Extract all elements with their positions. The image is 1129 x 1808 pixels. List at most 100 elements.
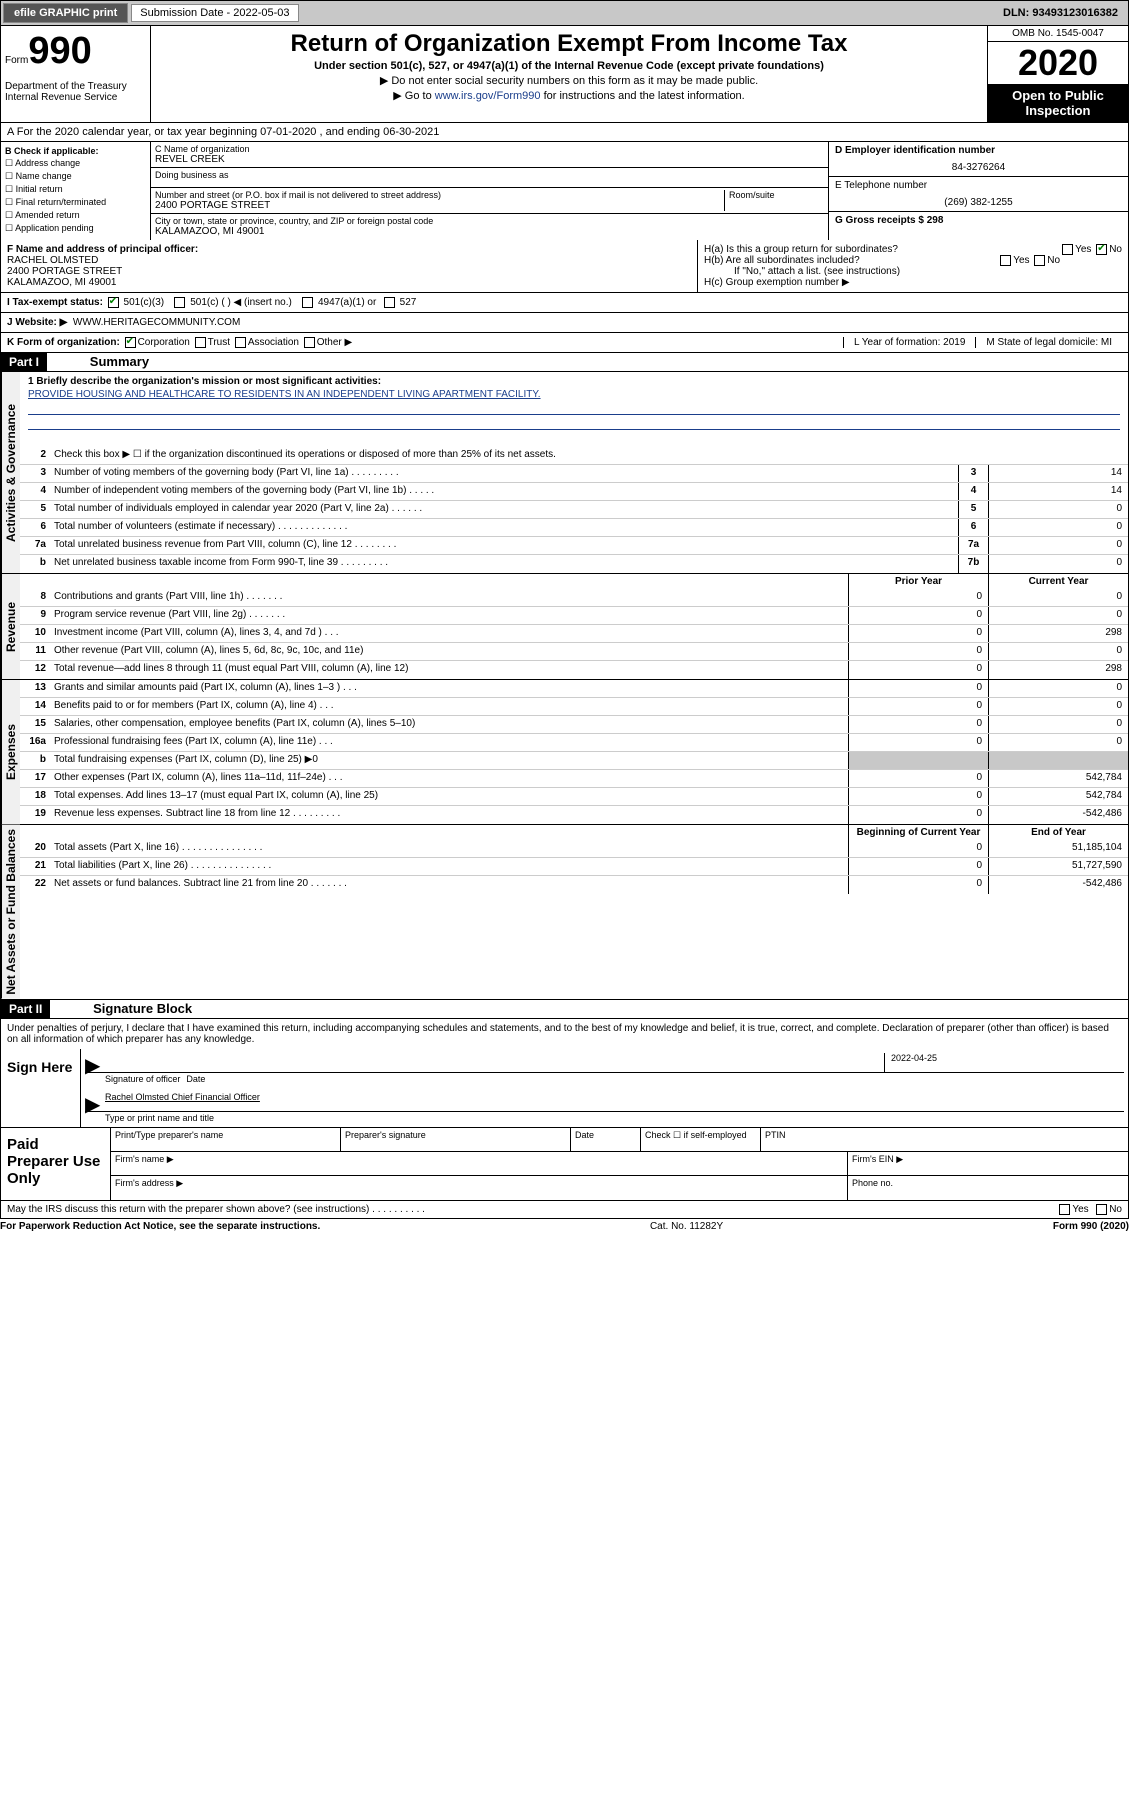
line-b: bNet unrelated business taxable income f… (20, 555, 1128, 573)
line-11: 11Other revenue (Part VIII, column (A), … (20, 643, 1128, 661)
website-row: J Website: ▶ WWW.HERITAGECOMMUNITY.COM (0, 313, 1129, 333)
part1-row: Part I Summary (0, 353, 1129, 372)
chk-address: ☐ Address change (5, 158, 146, 169)
discuss-row: May the IRS discuss this return with the… (0, 1201, 1129, 1219)
prep-self: Check ☐ if self-employed (641, 1128, 761, 1151)
sign-here: Sign Here (1, 1049, 81, 1127)
form990-link[interactable]: www.irs.gov/Form990 (435, 90, 541, 102)
paid-section: Paid Preparer Use Only Print/Type prepar… (0, 1128, 1129, 1201)
line-5: 5Total number of individuals employed in… (20, 501, 1128, 519)
mission-text: PROVIDE HOUSING AND HEALTHCARE TO RESIDE… (28, 389, 1120, 400)
ein-row: D Employer identification number84-32762… (829, 142, 1128, 177)
sign-section: Sign Here ▶2022-04-25 Signature of offic… (0, 1049, 1129, 1128)
line-2: 2Check this box ▶ ☐ if the organization … (20, 447, 1128, 465)
line-9: 9Program service revenue (Part VIII, lin… (20, 607, 1128, 625)
officer-name: Rachel Olmsted Chief Financial Officer (105, 1092, 1124, 1111)
box-f: F Name and address of principal officer:… (1, 240, 698, 292)
sign-date: 2022-04-25 (884, 1053, 1124, 1072)
subtitle3: ▶ Go to www.irs.gov/Form990 for instruct… (155, 89, 983, 102)
hb: H(b) Are all subordinates included? Yes … (704, 255, 1122, 266)
firm-phone: Phone no. (848, 1176, 1128, 1200)
city-row: City or town, state or province, country… (151, 214, 828, 239)
line-10: 10Investment income (Part VIII, column (… (20, 625, 1128, 643)
line-8: 8Contributions and grants (Part VIII, li… (20, 589, 1128, 607)
subtitle2: ▶ Do not enter social security numbers o… (155, 74, 983, 87)
hc: H(c) Group exemption number ▶ (704, 277, 1122, 288)
section-gov: Activities & Governance 1 Briefly descri… (0, 372, 1129, 574)
rev-hdr: Prior YearCurrent Year (20, 574, 1128, 589)
prep-ptin: PTIN (761, 1128, 1128, 1151)
bottom-row: For Paperwork Reduction Act Notice, see … (0, 1219, 1129, 1234)
dln: DLN: 93493123016382 (1003, 7, 1126, 19)
submission-date: Submission Date - 2022-05-03 (131, 4, 298, 22)
state-domicile: M State of legal domicile: MI (975, 337, 1122, 348)
line-18: 18Total expenses. Add lines 13–17 (must … (20, 788, 1128, 806)
dept: Department of the Treasury Internal Reve… (5, 81, 146, 103)
vert-gov: Activities & Governance (1, 372, 20, 573)
chk-final: ☐ Final return/terminated (5, 197, 146, 208)
col-b: B Check if applicable: ☐ Address change … (1, 142, 151, 240)
section-net: Net Assets or Fund Balances Beginning of… (0, 825, 1129, 1000)
part1-hdr: Part I (1, 353, 47, 371)
line-19: 19Revenue less expenses. Subtract line 1… (20, 806, 1128, 824)
addr-row: Number and street (or P.O. box if mail i… (151, 188, 828, 214)
vert-net: Net Assets or Fund Balances (1, 825, 20, 999)
firm-ein: Firm's EIN ▶ (848, 1152, 1128, 1175)
chk-initial: ☐ Initial return (5, 184, 146, 195)
org-name-row: C Name of organizationREVEL CREEK (151, 142, 828, 168)
line-4: 4Number of independent voting members of… (20, 483, 1128, 501)
vert-exp: Expenses (1, 680, 20, 824)
tax-year: 2020 (988, 42, 1128, 84)
line-12: 12Total revenue—add lines 8 through 11 (… (20, 661, 1128, 679)
title-cell: Return of Organization Exempt From Incom… (151, 26, 988, 122)
form-title: Return of Organization Exempt From Incom… (155, 30, 983, 58)
line-17: 17Other expenses (Part IX, column (A), l… (20, 770, 1128, 788)
line-21: 21Total liabilities (Part X, line 26) . … (20, 858, 1128, 876)
part1-title: Summary (90, 354, 149, 369)
col-d: D Employer identification number84-32762… (828, 142, 1128, 240)
subtitle1: Under section 501(c), 527, or 4947(a)(1)… (155, 60, 983, 72)
part2-title: Signature Block (93, 1001, 192, 1016)
b-label: B Check if applicable: (5, 146, 146, 156)
row-fgh: F Name and address of principal officer:… (0, 240, 1129, 293)
part2-row: Part II Signature Block (0, 1000, 1129, 1019)
line-b: bTotal fundraising expenses (Part IX, co… (20, 752, 1128, 770)
firm-name: Firm's name ▶ (111, 1152, 848, 1175)
part2-hdr: Part II (1, 1000, 50, 1018)
section-exp: Expenses 13Grants and similar amounts pa… (0, 680, 1129, 825)
col-c: C Name of organizationREVEL CREEK Doing … (151, 142, 828, 240)
block-bcd: B Check if applicable: ☐ Address change … (0, 142, 1129, 240)
year-cell: OMB No. 1545-0047 2020 Open to Public In… (988, 26, 1128, 122)
cat-no: Cat. No. 11282Y (650, 1221, 723, 1232)
hb-note: If "No," attach a list. (see instruction… (704, 266, 1122, 277)
form-ref: Form 990 (2020) (1053, 1221, 1129, 1232)
prep-sig: Preparer's signature (341, 1128, 571, 1151)
line-13: 13Grants and similar amounts paid (Part … (20, 680, 1128, 698)
form-label: Form (5, 55, 28, 66)
omb: OMB No. 1545-0047 (988, 26, 1128, 42)
prep-date: Date (571, 1128, 641, 1151)
year-formation: L Year of formation: 2019 (843, 337, 975, 348)
prep-name: Print/Type preparer's name (111, 1128, 341, 1151)
firm-addr: Firm's address ▶ (111, 1176, 848, 1200)
mission: 1 Briefly describe the organization's mi… (20, 372, 1128, 447)
efile-btn[interactable]: efile GRAPHIC print (3, 3, 128, 23)
ha: H(a) Is this a group return for subordin… (704, 244, 1122, 255)
line-16a: 16aProfessional fundraising fees (Part I… (20, 734, 1128, 752)
chk-app: ☐ Application pending (5, 223, 146, 234)
vert-rev: Revenue (1, 574, 20, 679)
chk-amended: ☐ Amended return (5, 210, 146, 221)
line-22: 22Net assets or fund balances. Subtract … (20, 876, 1128, 894)
line-6: 6Total number of volunteers (estimate if… (20, 519, 1128, 537)
form-cell: Form990 Department of the Treasury Inter… (1, 26, 151, 122)
phone-row: E Telephone number(269) 382-1255 (829, 177, 1128, 212)
period-row: A For the 2020 calendar year, or tax yea… (0, 123, 1129, 142)
declaration: Under penalties of perjury, I declare th… (0, 1019, 1129, 1049)
form-org-row: K Form of organization: Corporation Trus… (0, 333, 1129, 353)
line-15: 15Salaries, other compensation, employee… (20, 716, 1128, 734)
line-14: 14Benefits paid to or for members (Part … (20, 698, 1128, 716)
section-rev: Revenue Prior YearCurrent Year 8Contribu… (0, 574, 1129, 680)
line-7a: 7aTotal unrelated business revenue from … (20, 537, 1128, 555)
tax-status-row: I Tax-exempt status: 501(c)(3) 501(c) ( … (0, 293, 1129, 313)
chk-name: ☐ Name change (5, 171, 146, 182)
